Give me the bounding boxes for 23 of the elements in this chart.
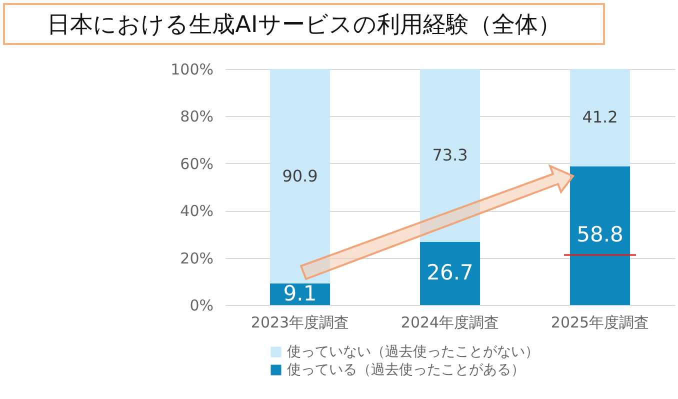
- bar: [420, 242, 480, 305]
- bar: [270, 69, 330, 284]
- bar: [570, 166, 630, 305]
- legend-label: 使っていない（過去使ったことがない）: [287, 344, 539, 360]
- data-label: 9.1: [283, 281, 317, 306]
- x-tick-label: 2023年度調査: [250, 314, 350, 332]
- y-tick-label: 40%: [180, 202, 214, 220]
- x-tick-label: 2025年度調査: [550, 314, 650, 332]
- data-label: 26.7: [426, 260, 474, 284]
- legend-label: 使っている（過去使ったことがある）: [287, 362, 525, 378]
- data-label: 73.3: [432, 145, 468, 164]
- bar: [570, 69, 630, 166]
- y-tick-label: 100%: [170, 60, 214, 78]
- bar: [420, 69, 480, 242]
- data-label: 41.2: [582, 108, 618, 127]
- data-label: 90.9: [282, 166, 318, 186]
- y-tick-label: 20%: [180, 249, 214, 268]
- y-tick-label: 80%: [180, 108, 214, 126]
- y-tick-label: 0%: [190, 296, 214, 314]
- x-tick-label: 2024年度調査: [400, 314, 500, 332]
- data-label: 58.8: [576, 222, 624, 247]
- chart-title: 日本における生成AIサービスの利用経験（全体）: [3, 3, 605, 45]
- y-tick-label: 60%: [180, 154, 214, 173]
